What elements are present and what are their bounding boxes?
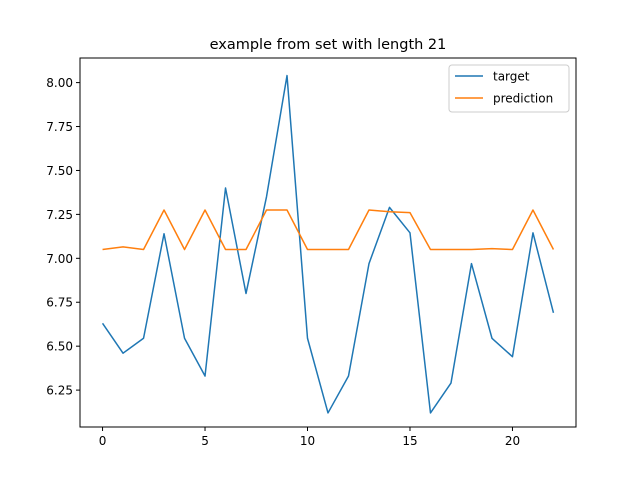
series-layer <box>101 74 555 414</box>
chart-title: example from set with length 21 <box>210 37 447 53</box>
x-tick-label: 20 <box>505 434 520 448</box>
plot-frame <box>79 57 577 428</box>
x-tick-label: 0 <box>99 434 107 448</box>
y-tick-label: 7.50 <box>46 164 73 178</box>
y-tick-label: 7.00 <box>46 252 73 266</box>
y-axis: 6.25 6.50 6.75 7.00 7.25 7.50 7.75 8.00 <box>46 76 80 398</box>
legend-label-target: target <box>493 70 530 84</box>
x-tick-label: 5 <box>201 434 209 448</box>
y-tick-label: 6.25 <box>46 384 73 398</box>
y-tick-label: 7.75 <box>46 120 73 134</box>
x-tick-label: 10 <box>300 434 315 448</box>
y-tick-label: 6.50 <box>46 340 73 354</box>
y-tick-label: 8.00 <box>46 76 73 90</box>
legend: target prediction <box>448 64 570 113</box>
legend-label-prediction: prediction <box>493 92 553 106</box>
y-tick-label: 6.75 <box>46 296 73 310</box>
x-axis: 0 5 10 15 20 <box>99 427 520 448</box>
x-tick-label: 15 <box>402 434 417 448</box>
y-tick-label: 7.25 <box>46 208 73 222</box>
